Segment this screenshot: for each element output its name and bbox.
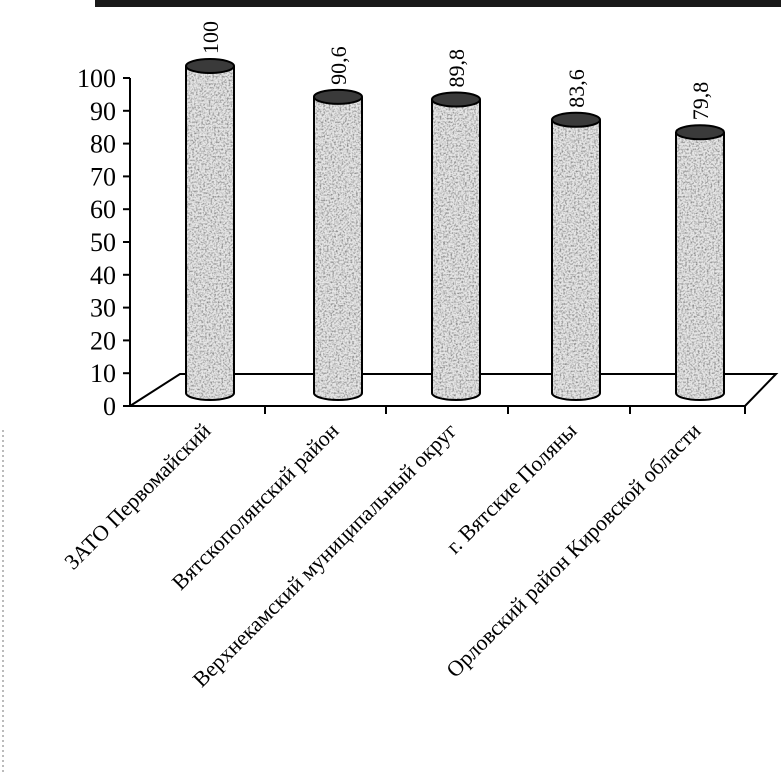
bar-top	[185, 58, 235, 74]
value-label: 79,8	[688, 82, 713, 121]
category-label: Верхнекамский муниципальный округ	[188, 418, 462, 692]
y-tick-label: 20	[90, 326, 116, 355]
y-tick-labels: 0 10 20 30 40 50 60 70 80 90 100	[77, 64, 116, 421]
bar-4	[551, 111, 601, 401]
bar-texture	[432, 99, 480, 400]
y-tick-label: 60	[90, 195, 116, 224]
bar-texture	[314, 97, 362, 400]
value-label: 83,6	[564, 69, 589, 108]
y-tick-label: 100	[77, 64, 116, 93]
floor-plane	[126, 373, 779, 407]
bar-body	[552, 119, 600, 401]
y-tick-label: 70	[90, 162, 116, 191]
category-label: Орловский район Кировской области	[441, 418, 706, 683]
top-border-band	[95, 0, 781, 7]
bar-5	[675, 124, 725, 401]
bar-body	[314, 96, 362, 400]
bar-texture	[186, 66, 234, 400]
value-labels: 100 90,6 89,8 83,6 79,8	[198, 21, 713, 120]
bar-outline	[431, 99, 481, 401]
value-label: 89,8	[444, 49, 469, 88]
bar-3	[431, 91, 481, 401]
category-label: г. Вятские Поляны	[441, 418, 582, 559]
floor-outline	[126, 373, 779, 407]
y-tick-label: 40	[90, 261, 116, 290]
bar-2	[313, 88, 363, 401]
y-tick-label: 50	[90, 228, 116, 257]
y-tick-label: 90	[90, 97, 116, 126]
value-label: 90,6	[326, 46, 351, 85]
y-tick-label: 0	[103, 392, 116, 421]
bar-outline	[551, 119, 601, 401]
bar-top	[551, 111, 601, 128]
bar-outline	[675, 132, 725, 401]
bar-texture	[552, 120, 600, 400]
bar-body	[186, 66, 234, 400]
bar-outline	[185, 66, 235, 401]
y-tick-label: 10	[90, 359, 116, 388]
bar-1	[185, 58, 235, 401]
bar-body	[432, 99, 480, 401]
y-tick-label: 80	[90, 130, 116, 159]
bar-top	[431, 91, 481, 108]
bar-outline	[313, 96, 363, 401]
bar-top	[313, 88, 363, 105]
bar-body	[676, 132, 724, 401]
bars-group	[185, 58, 725, 401]
y-tick-label: 30	[90, 294, 116, 323]
bar-top	[675, 124, 725, 141]
bar-texture	[676, 132, 724, 400]
value-label: 100	[198, 21, 223, 54]
